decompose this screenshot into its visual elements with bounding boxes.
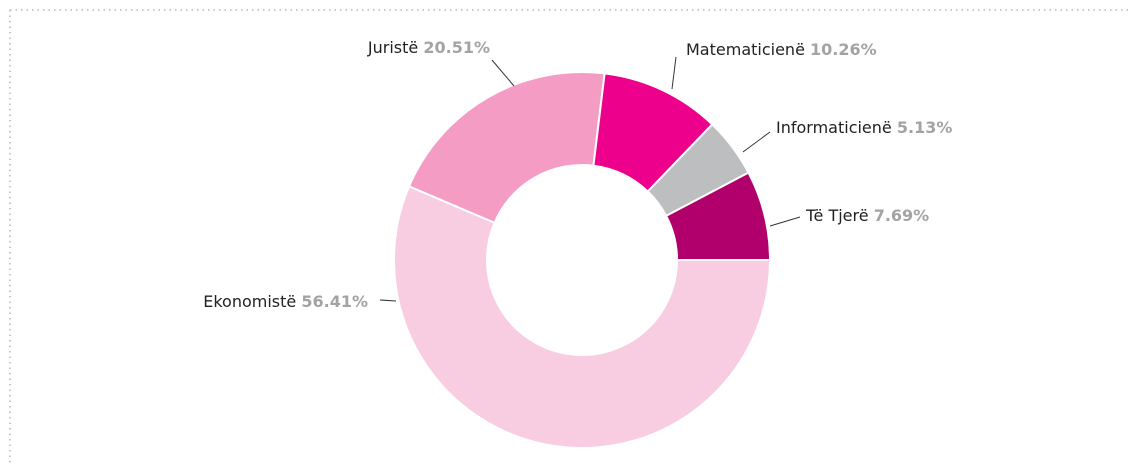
slice-name: Matematicienë [686,40,805,59]
slice-percent: 7.69% [874,206,930,225]
slice-label: Ekonomistë 56.41% [203,292,368,311]
donut-slice [664,171,772,261]
slice-name: Juristë [367,38,418,57]
slice-name: Informaticienë [776,118,892,137]
slice-name: Ekonomistë [203,292,296,311]
slice-name: Të Tjerë [805,206,869,225]
donut-slice [393,185,772,449]
leader-line [671,56,677,90]
slice-label: Juristë 20.51% [367,38,490,57]
leader-line [379,299,397,302]
leader-line [742,131,771,153]
slice-label: Të Tjerë 7.69% [805,206,929,225]
slice-percent: 20.51% [423,38,490,57]
slice-label: Matematicienë 10.26% [686,40,877,59]
slice-percent: 5.13% [897,118,953,137]
slice-percent: 56.41% [301,292,368,311]
leader-line [769,216,801,227]
slice-percent: 10.26% [810,40,877,59]
leader-line [491,59,515,87]
donut-slice [407,71,606,225]
slice-label: Informaticienë 5.13% [776,118,952,137]
